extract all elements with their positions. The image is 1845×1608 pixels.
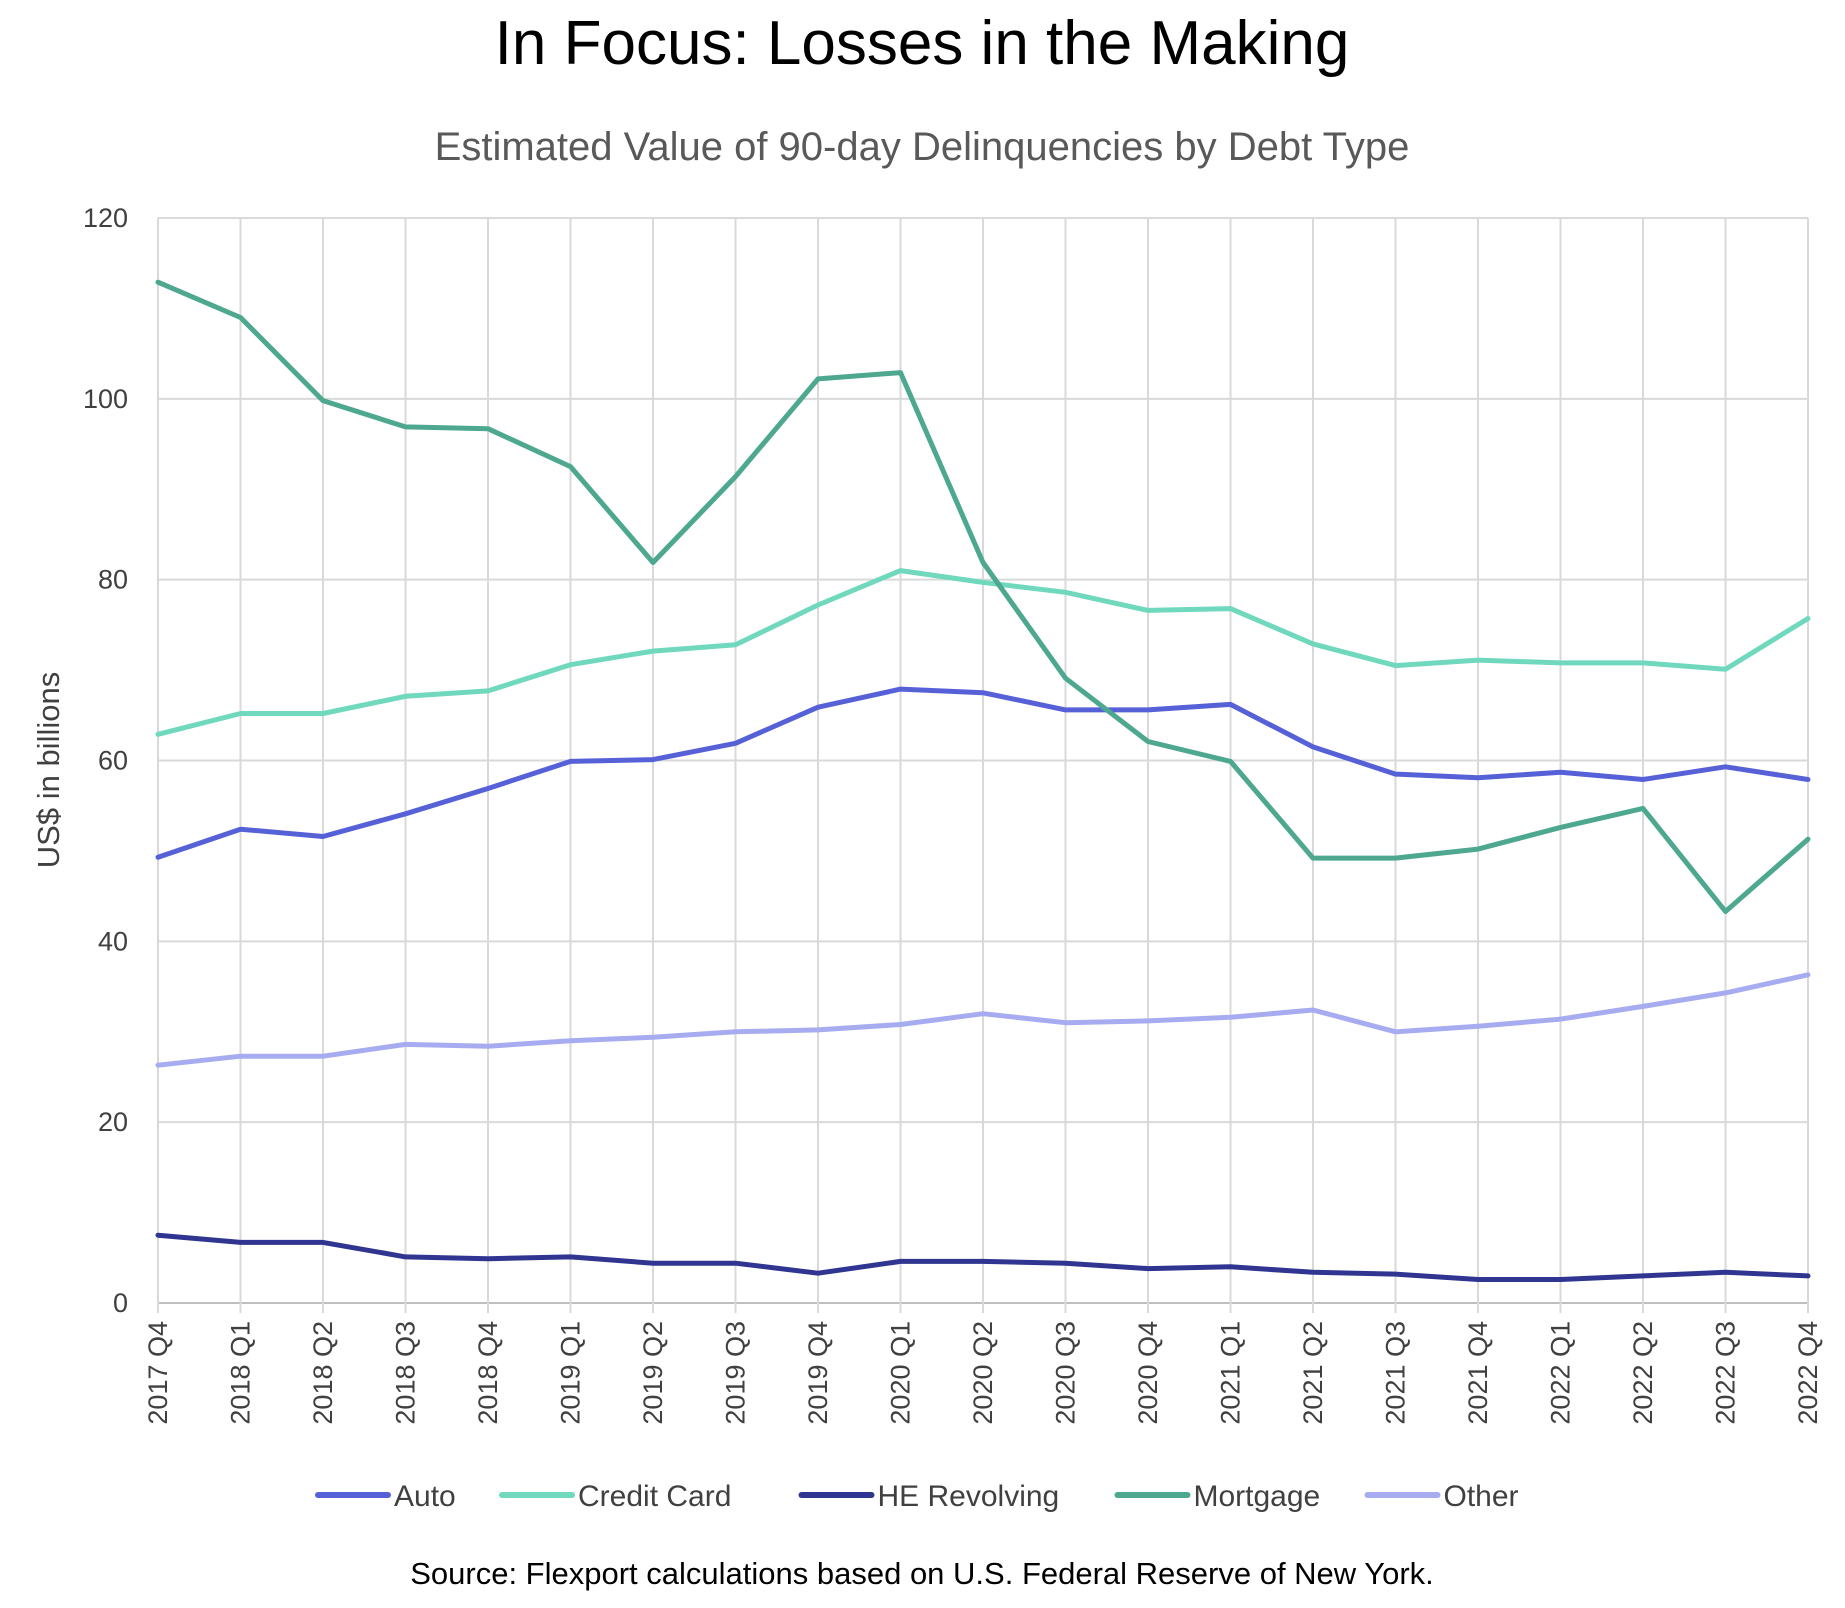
chart-subtitle: Estimated Value of 90-day Delinquencies … xyxy=(435,125,1410,169)
y-tick-label: 100 xyxy=(83,384,128,414)
y-tick-label: 80 xyxy=(98,565,128,595)
x-tick-label: 2020 Q1 xyxy=(886,1321,916,1425)
x-tick-label: 2020 Q3 xyxy=(1051,1321,1081,1425)
y-tick-label: 60 xyxy=(98,746,128,776)
x-tick-label: 2022 Q1 xyxy=(1546,1321,1576,1425)
x-tick-label: 2017 Q4 xyxy=(143,1321,173,1425)
series-line-credit-card xyxy=(155,568,1811,737)
x-tick-label: 2019 Q3 xyxy=(721,1321,751,1425)
y-tick-label: 120 xyxy=(83,203,128,233)
legend: Auto Credit Card HE Revolving Mortgage Other xyxy=(315,1480,1519,1513)
legend-label-credit-card: Credit Card xyxy=(578,1480,731,1513)
series-line-he-revolving xyxy=(155,1232,1811,1282)
x-tick-label: 2018 Q3 xyxy=(391,1321,421,1425)
x-tick-label: 2018 Q1 xyxy=(226,1321,256,1425)
chart-title: In Focus: Losses in the Making xyxy=(495,9,1350,78)
x-tick-label: 2018 Q4 xyxy=(473,1321,503,1425)
x-tick-label: 2019 Q4 xyxy=(803,1321,833,1425)
x-tick-label: 2021 Q4 xyxy=(1463,1321,1493,1425)
x-tick-label: 2019 Q2 xyxy=(638,1321,668,1425)
x-tick-label: 2021 Q2 xyxy=(1298,1321,1328,1425)
y-tick-label: 0 xyxy=(113,1288,128,1318)
legend-label-mortgage: Mortgage xyxy=(1194,1480,1321,1513)
x-tick-label: 2021 Q3 xyxy=(1381,1321,1411,1425)
legend-label-other: Other xyxy=(1444,1480,1519,1513)
x-tick-label: 2020 Q2 xyxy=(968,1321,998,1425)
gridlines xyxy=(157,217,1809,1313)
series-line-mortgage xyxy=(155,279,1811,914)
y-tick-label: 20 xyxy=(98,1107,128,1137)
x-tick-label: 2022 Q2 xyxy=(1628,1321,1658,1425)
x-tick-label: 2019 Q1 xyxy=(556,1321,586,1425)
source-note: Source: Flexport calculations based on U… xyxy=(410,1556,1434,1591)
y-axis-label: US$ in billions xyxy=(31,672,66,868)
y-axis-ticks: 0 20 40 60 80 100 120 xyxy=(83,203,128,1318)
y-tick-label: 40 xyxy=(98,926,128,956)
x-tick-label: 2020 Q4 xyxy=(1133,1321,1163,1425)
x-axis-ticks: 2017 Q4 2018 Q1 2018 Q2 2018 Q3 2018 Q4 2019 … xyxy=(143,1321,1823,1425)
x-tick-label: 2018 Q2 xyxy=(308,1321,338,1425)
series-line-other xyxy=(155,972,1811,1068)
legend-label-he-revolving: HE Revolving xyxy=(878,1480,1060,1513)
x-tick-label: 2021 Q1 xyxy=(1216,1321,1246,1425)
legend-label-auto: Auto xyxy=(394,1480,456,1513)
x-tick-label: 2022 Q3 xyxy=(1711,1321,1741,1425)
series-lines xyxy=(155,279,1811,1282)
x-tick-label: 2022 Q4 xyxy=(1793,1321,1823,1425)
series-line-auto xyxy=(155,686,1811,860)
